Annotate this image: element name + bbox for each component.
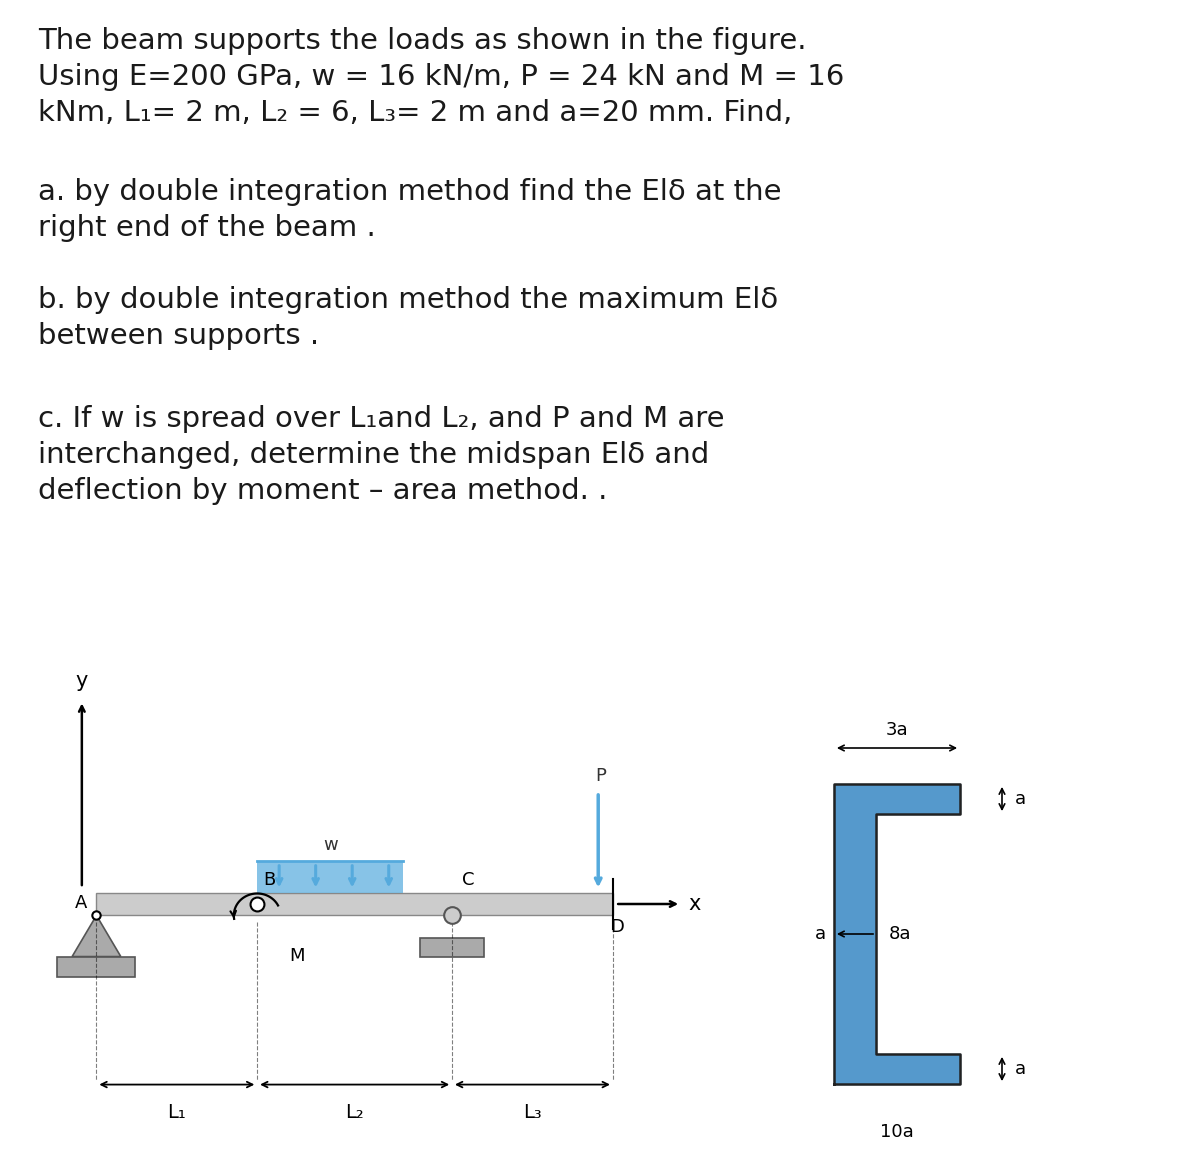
Text: L₂: L₂ xyxy=(346,1102,364,1122)
Text: right end of the beam .: right end of the beam . xyxy=(38,214,376,242)
Text: L₃: L₃ xyxy=(523,1102,541,1122)
Text: 10a: 10a xyxy=(880,1124,914,1141)
Text: M: M xyxy=(289,947,305,965)
Text: x: x xyxy=(689,893,701,915)
Bar xyxy=(96,892,613,916)
Text: C: C xyxy=(462,871,474,889)
Text: deflection by moment – area method. .: deflection by moment – area method. . xyxy=(38,477,607,505)
Text: 8a: 8a xyxy=(888,925,911,943)
Text: a: a xyxy=(1015,790,1026,808)
Text: L₁: L₁ xyxy=(168,1102,186,1122)
Text: D: D xyxy=(611,918,624,936)
Text: y: y xyxy=(76,672,88,691)
Text: A: A xyxy=(76,893,88,912)
Polygon shape xyxy=(834,784,960,1084)
Bar xyxy=(58,957,136,977)
Text: P: P xyxy=(595,767,606,785)
Bar xyxy=(420,938,484,957)
Bar xyxy=(257,861,403,892)
Text: Using E=200 GPa, w = 16 kN/m, P = 24 kN and M = 16: Using E=200 GPa, w = 16 kN/m, P = 24 kN … xyxy=(38,63,845,92)
Text: w: w xyxy=(323,836,337,853)
Text: between supports .: between supports . xyxy=(38,322,319,350)
Text: kNm, L₁= 2 m, L₂ = 6, L₃= 2 m and a=20 mm. Find,: kNm, L₁= 2 m, L₂ = 6, L₃= 2 m and a=20 m… xyxy=(38,99,792,127)
Text: 3a: 3a xyxy=(886,721,908,738)
Text: a: a xyxy=(1015,1060,1026,1078)
Text: B: B xyxy=(263,871,275,889)
Polygon shape xyxy=(72,916,121,957)
Text: a. by double integration method find the Elδ at the: a. by double integration method find the… xyxy=(38,178,781,207)
Text: b. by double integration method the maximum Elδ: b. by double integration method the maxi… xyxy=(38,286,779,315)
Text: The beam supports the loads as shown in the figure.: The beam supports the loads as shown in … xyxy=(38,27,806,55)
Text: a: a xyxy=(815,925,826,943)
Text: interchanged, determine the midspan Elδ and: interchanged, determine the midspan Elδ … xyxy=(38,441,709,468)
Text: c. If w is spread over L₁and L₂, and P and M are: c. If w is spread over L₁and L₂, and P a… xyxy=(38,405,725,433)
